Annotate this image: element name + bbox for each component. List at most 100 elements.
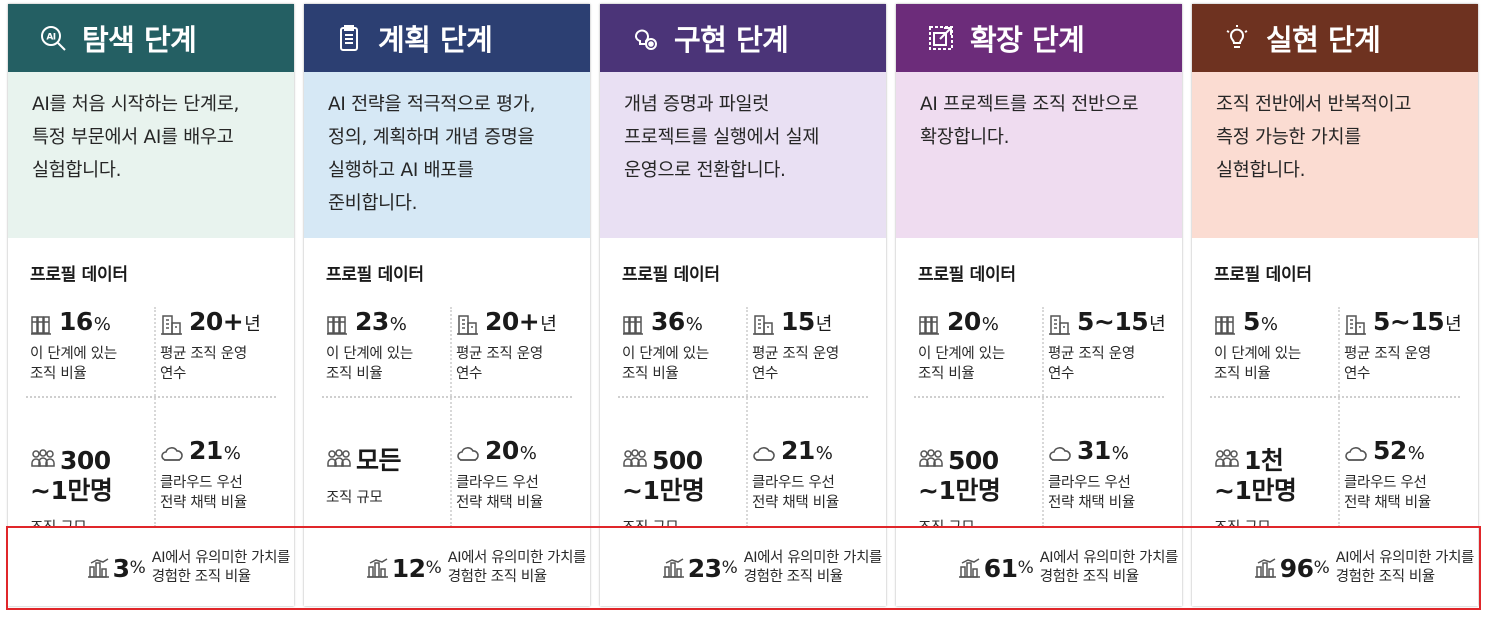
cloud-stat: 52 % 클라우드 우선 전략 채택 비율 xyxy=(1344,436,1431,513)
stage-column-2: 계획 단계 AI 전략을 적극적으로 평가, 정의, 계획하며 개념 증명을 실… xyxy=(304,4,590,606)
stage-header: 구현 단계 xyxy=(600,4,886,72)
profile-data-title: 프로필 데이터 xyxy=(622,265,720,285)
cloud-icon xyxy=(160,442,184,464)
value-realized-value: 96 xyxy=(1279,553,1314,583)
years-label: 평균 조직 운영 연수 xyxy=(752,346,839,382)
cloud-icon xyxy=(1048,442,1072,464)
stat-divider-horizontal xyxy=(618,396,868,398)
cloud-value: 31 xyxy=(1077,436,1111,465)
cloud-value: 21 xyxy=(189,436,223,465)
org-share-stat: 16 % 이 단계에 있는 조직 비율 xyxy=(30,307,117,384)
stage-column-5: 실현 단계 조직 전반에서 반복적이고 측정 가능한 가치를 실현합니다. 프로… xyxy=(1192,4,1478,606)
org-share-value: 23 xyxy=(355,307,389,336)
stage-title: 탐색 단계 xyxy=(82,23,197,57)
profile-data-title: 프로필 데이터 xyxy=(1214,265,1312,285)
years-stat: 15 년 평균 조직 운영 연수 xyxy=(752,307,839,384)
cloud-stat: 20 % 클라우드 우선 전략 채택 비율 xyxy=(456,436,543,513)
org-share-unit: % xyxy=(981,314,999,335)
expand-icon xyxy=(924,21,958,55)
value-realized-value: 61 xyxy=(983,553,1018,583)
stat-divider-vertical xyxy=(450,307,452,527)
org-share-label: 이 단계에 있는 조직 비율 xyxy=(326,346,413,382)
org-share-stat: 5 % 이 단계에 있는 조직 비율 xyxy=(1214,307,1301,384)
value-realized-label: AI에서 유의미한 가치를 경험한 조직 비율 xyxy=(1039,550,1179,585)
org-share-unit: % xyxy=(685,314,703,335)
cloud-value: 20 xyxy=(485,436,519,465)
book-stack-icon xyxy=(1214,313,1238,335)
stage-title: 실현 단계 xyxy=(1266,23,1381,57)
svg-text:AI: AI xyxy=(46,33,55,43)
org-size-stat: 500 ~1만명 조직 규모 xyxy=(918,416,1001,538)
building-icon xyxy=(752,313,776,335)
bar-chart-icon xyxy=(1254,557,1278,579)
cloud-unit: % xyxy=(519,443,537,464)
cloud-value: 52 xyxy=(1373,436,1407,465)
book-stack-icon xyxy=(30,313,54,335)
building-icon xyxy=(1048,313,1072,335)
bar-chart-icon xyxy=(958,557,982,579)
value-realized-unit: % xyxy=(129,558,146,578)
value-realized-stat: 23 % AI에서 유의미한 가치를 경험한 조직 비율 xyxy=(600,526,886,606)
value-realized-stat: 96 % AI에서 유의미한 가치를 경험한 조직 비율 xyxy=(1192,526,1478,606)
years-value: 20+ xyxy=(485,307,540,336)
org-share-label: 이 단계에 있는 조직 비율 xyxy=(30,346,117,382)
cloud-label: 클라우드 우선 전략 채택 비율 xyxy=(752,475,839,511)
stage-column-1: AI 탐색 단계 AI를 처음 시작하는 단계로, 특정 부문에서 AI를 배우… xyxy=(8,4,294,606)
ai-search-icon: AI xyxy=(36,21,70,55)
stat-divider-vertical xyxy=(746,307,748,527)
org-share-stat: 36 % 이 단계에 있는 조직 비율 xyxy=(622,307,709,384)
value-realized-unit: % xyxy=(1017,558,1034,578)
stat-divider-horizontal xyxy=(1210,396,1460,398)
years-unit: 년 xyxy=(1445,314,1462,335)
cloud-icon xyxy=(1344,442,1368,464)
years-value: 20+ xyxy=(189,307,244,336)
cloud-unit: % xyxy=(1111,443,1129,464)
stat-divider-horizontal xyxy=(914,396,1164,398)
org-share-value: 5 xyxy=(1243,307,1260,336)
building-icon xyxy=(160,313,184,335)
people-group-icon xyxy=(622,447,648,469)
bar-chart-icon xyxy=(662,557,686,579)
cloud-label: 클라우드 우선 전략 채택 비율 xyxy=(456,475,543,511)
value-realized-stat: 12 % AI에서 유의미한 가치를 경험한 조직 비율 xyxy=(304,526,590,606)
org-share-label: 이 단계에 있는 조직 비율 xyxy=(1214,346,1301,382)
profile-data-title: 프로필 데이터 xyxy=(918,265,1016,285)
org-size-label: 조직 규모 xyxy=(326,490,383,506)
value-realized-unit: % xyxy=(425,558,442,578)
org-size-value: 1천 ~1만명 xyxy=(1214,446,1297,505)
years-unit: 년 xyxy=(815,314,833,335)
idea-bulb-icon xyxy=(1220,21,1254,55)
value-realized-value: 23 xyxy=(687,553,722,583)
stage-description: AI를 처음 시작하는 단계로, 특정 부문에서 AI를 배우고 실험합니다. xyxy=(8,72,294,238)
years-unit: 년 xyxy=(540,314,557,335)
years-unit: 년 xyxy=(244,314,261,335)
stat-divider-vertical xyxy=(154,307,156,527)
years-stat: 5~15 년 평균 조직 운영 연수 xyxy=(1344,307,1462,384)
org-share-label: 이 단계에 있는 조직 비율 xyxy=(622,346,709,382)
cloud-unit: % xyxy=(815,443,833,464)
value-realized-label: AI에서 유의미한 가치를 경험한 조직 비율 xyxy=(447,550,587,585)
years-stat: 20+ 년 평균 조직 운영 연수 xyxy=(160,307,261,384)
people-group-icon xyxy=(326,447,352,469)
value-realized-value: 3 xyxy=(112,553,130,583)
org-share-unit: % xyxy=(93,314,111,335)
stage-header: AI 탐색 단계 xyxy=(8,4,294,72)
stage-column-4: 확장 단계 AI 프로젝트를 조직 전반으로 확장합니다. 프로필 데이터 20… xyxy=(896,4,1182,606)
cloud-unit: % xyxy=(223,443,241,464)
org-share-stat: 23 % 이 단계에 있는 조직 비율 xyxy=(326,307,413,384)
book-stack-icon xyxy=(918,313,942,335)
years-value: 5~15 xyxy=(1077,307,1149,336)
years-unit: 년 xyxy=(1149,314,1166,335)
stat-divider-vertical xyxy=(1042,307,1044,527)
value-realized-unit: % xyxy=(721,558,738,578)
clipboard-icon xyxy=(332,21,366,55)
lightbulb-gear-icon xyxy=(628,21,662,55)
stage-column-3: 구현 단계 개념 증명과 파일럿 프로젝트를 실행에서 실제 운영으로 전환합니… xyxy=(600,4,886,606)
stage-description: AI 프로젝트를 조직 전반으로 확장합니다. xyxy=(896,72,1182,238)
cloud-stat: 31 % 클라우드 우선 전략 채택 비율 xyxy=(1048,436,1135,513)
org-size-value: 300 ~1만명 xyxy=(30,446,113,505)
stage-title: 계획 단계 xyxy=(378,23,493,57)
people-group-icon xyxy=(918,447,944,469)
value-realized-value: 12 xyxy=(391,553,426,583)
building-icon xyxy=(456,313,480,335)
